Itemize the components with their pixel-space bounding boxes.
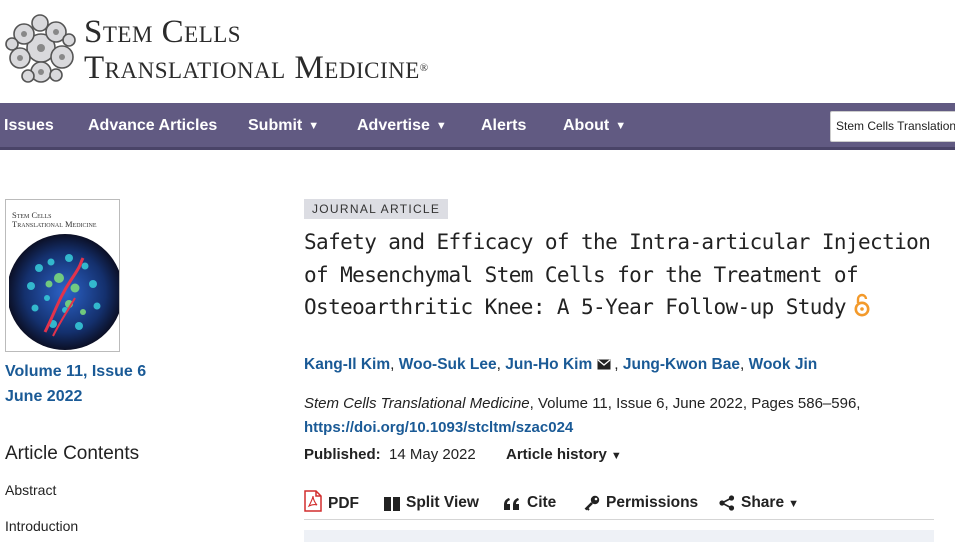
issue-date-link[interactable]: June 2022 <box>5 388 83 405</box>
author-link[interactable]: Jung-Kwon Bae <box>622 356 740 373</box>
main-navigation: Issues Advance Articles Submit ▼ Advertis… <box>0 103 955 150</box>
registered-mark: ® <box>419 62 429 74</box>
article-title-text: Safety and Efficacy of the Intra-articul… <box>304 230 931 319</box>
quote-icon <box>504 498 519 510</box>
nav-issues-label: Issues <box>4 117 54 134</box>
volume-issue-link[interactable]: Volume 11, Issue 6 <box>5 363 147 380</box>
nav-advance-articles[interactable]: Advance Articles <box>88 103 217 147</box>
nav-submit[interactable]: Submit ▼ <box>248 103 319 147</box>
permissions-button[interactable]: Permissions <box>584 490 698 516</box>
author-link[interactable]: Wook Jin <box>748 356 818 373</box>
nav-about-label: About <box>563 117 610 134</box>
published-date: Published: 14 May 2022 <box>304 446 476 463</box>
permissions-label: Permissions <box>606 494 699 511</box>
article-type-badge: JOURNAL ARTICLE <box>304 199 449 219</box>
cover-title-line1: Stem Cells <box>12 210 52 220</box>
chevron-down-icon: ▼ <box>435 120 447 132</box>
split-view-label: Split View <box>406 494 479 511</box>
toc-abstract-link[interactable]: Abstract <box>5 482 57 498</box>
chevron-down-icon: ▼ <box>615 120 627 132</box>
cover-journal-title: Stem Cells Translational Medicine <box>12 211 97 229</box>
chevron-down-icon: ▼ <box>308 120 320 132</box>
article-title: Safety and Efficacy of the Intra-articul… <box>304 226 944 324</box>
key-icon <box>584 495 600 511</box>
author-link[interactable]: Jun-Ho Kim <box>505 356 593 373</box>
chevron-down-icon: ▼ <box>788 498 799 510</box>
share-label: Share <box>741 494 785 511</box>
toc-introduction-link[interactable]: Introduction <box>5 518 79 534</box>
article-contents-heading: Article Contents <box>5 443 140 464</box>
cite-button[interactable]: Cite <box>503 490 556 516</box>
nav-alerts[interactable]: Alerts <box>481 103 526 147</box>
cover-title-line2: Translational Medicine <box>12 219 97 229</box>
nav-advertise-label: Advertise <box>357 117 430 134</box>
cell-microscopy-image-icon <box>9 228 119 351</box>
split-view-button[interactable]: Split View <box>384 490 479 516</box>
nav-advertise[interactable]: Advertise ▼ <box>357 103 447 147</box>
citation-details: , Volume 11, Issue 6, June 2022, Pages 5… <box>529 395 861 412</box>
open-access-lock-icon <box>854 293 870 317</box>
published-label: Published: <box>304 446 381 463</box>
nav-advance-articles-label: Advance Articles <box>88 117 218 134</box>
journal-logo-line2[interactable]: Translational Medicine® <box>84 50 429 86</box>
search-scope-select[interactable]: Stem Cells Translational Medicine <box>830 111 955 142</box>
article-history-label: Article history <box>506 446 607 463</box>
nav-submit-label: Submit <box>248 117 303 134</box>
nav-alerts-label: Alerts <box>481 117 527 134</box>
journal-logo-line2-text: Translational Medicine <box>84 50 420 86</box>
nav-issues[interactable]: Issues <box>4 103 54 147</box>
split-view-icon <box>384 497 400 511</box>
article-toolbar: PDF Split View Cite Permissions Share ▼ <box>304 488 934 520</box>
pdf-label: PDF <box>328 495 359 512</box>
author-link[interactable]: Woo-Suk Lee <box>398 356 497 373</box>
masthead: Stem Cells Translational Medicine® <box>0 0 955 103</box>
author-link[interactable]: Kang-Il Kim <box>304 356 391 373</box>
journal-logo-line1[interactable]: Stem Cells <box>84 14 242 50</box>
chevron-down-icon: ▼ <box>610 450 622 462</box>
share-icon <box>719 495 735 511</box>
doi-link[interactable]: https://doi.org/10.1093/stcltm/szac024 <box>304 419 574 436</box>
envelope-icon[interactable] <box>597 359 611 370</box>
published-date-value: 14 May 2022 <box>389 446 476 463</box>
issue-cover-image[interactable]: Stem Cells Translational Medicine <box>5 199 120 352</box>
citation-line: Stem Cells Translational Medicine, Volum… <box>304 395 860 412</box>
journal-name: Stem Cells Translational Medicine <box>304 395 530 412</box>
cells-cluster-logo-icon[interactable] <box>4 12 78 84</box>
author-list: Kang-Il Kim, Woo-Suk Lee, Jun-Ho Kim, Ju… <box>304 356 818 373</box>
pdf-file-icon <box>304 490 322 512</box>
pdf-button[interactable]: PDF <box>304 490 359 516</box>
article-history-dropdown[interactable]: Article history ▼ <box>506 446 622 463</box>
cite-label: Cite <box>527 494 557 511</box>
share-dropdown-button[interactable]: Share ▼ <box>719 490 799 516</box>
nav-about[interactable]: About ▼ <box>563 103 626 147</box>
content-panel-top <box>304 530 934 542</box>
